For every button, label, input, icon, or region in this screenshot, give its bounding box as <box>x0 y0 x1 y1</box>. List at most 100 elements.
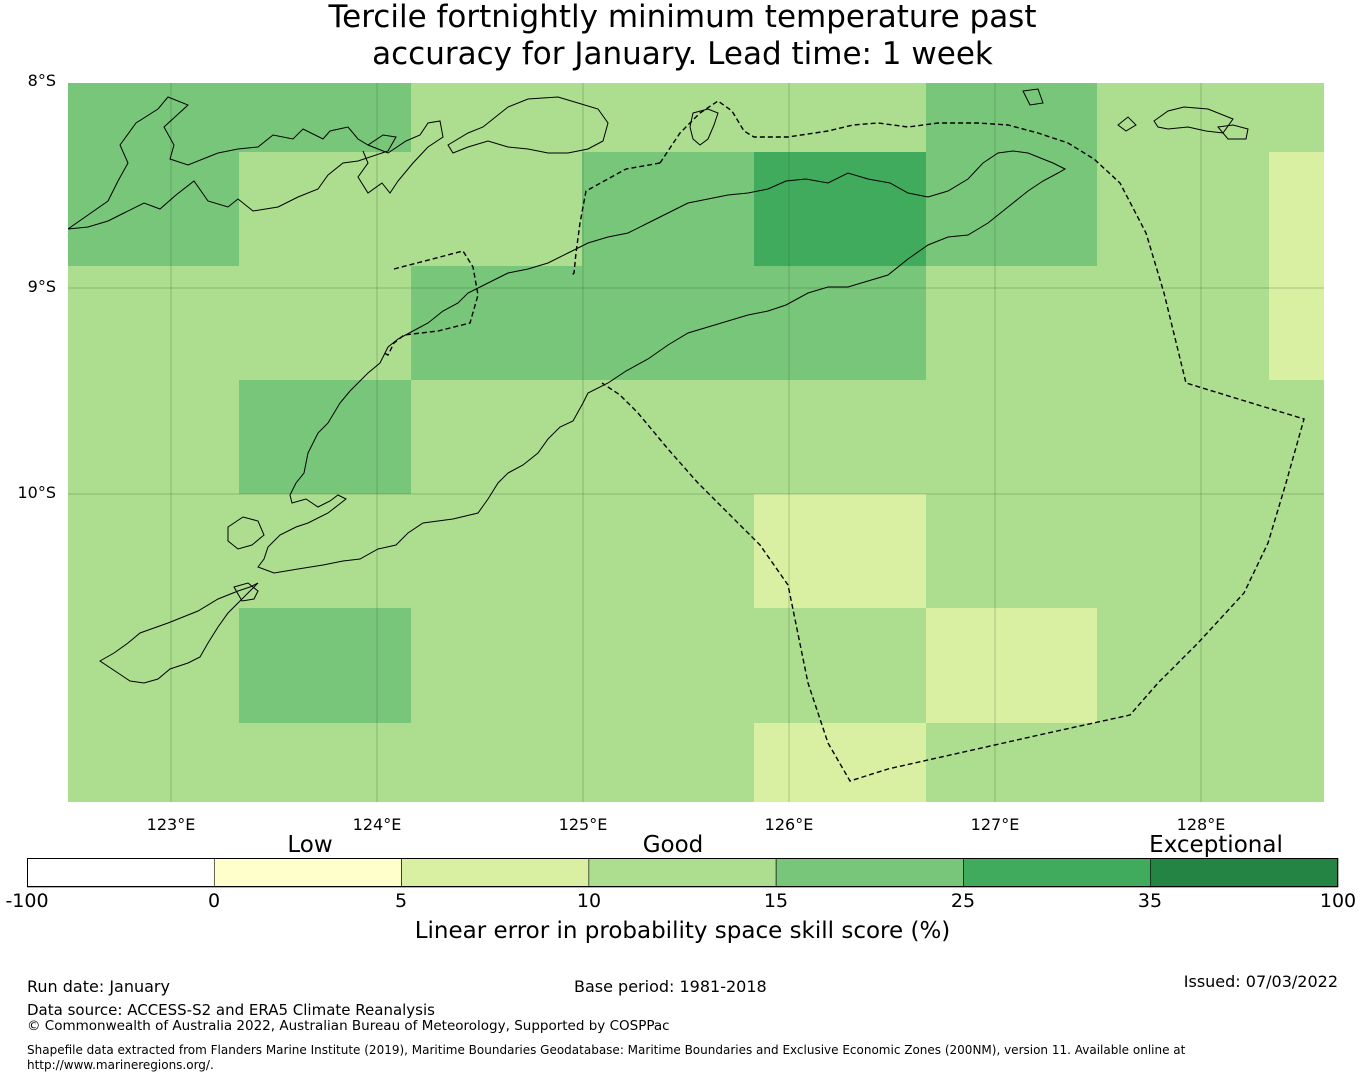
lat-lon-gridlines <box>68 83 1324 802</box>
grid-cell-r3-c6 <box>1097 380 1269 494</box>
lat-label-10s: 10°S <box>17 483 56 502</box>
colorbar-segment-3 <box>588 858 777 888</box>
grid-cell-r3-c3 <box>582 380 754 494</box>
grid-cell-r1-c3 <box>582 152 754 266</box>
tick-15: 15 <box>763 890 789 912</box>
copyright: © Commonwealth of Australia 2022, Austra… <box>27 1018 670 1034</box>
grid-cell-r2-c1 <box>239 266 411 380</box>
colorbar-segments <box>27 858 1339 888</box>
grid-cell-r3-c7 <box>1269 380 1324 494</box>
grid-cell-r4-c7 <box>1269 494 1324 608</box>
grid-cell-r5-c3 <box>582 608 754 723</box>
grid-cell-r0-c7 <box>1269 83 1324 152</box>
grid-cell-r0-c3 <box>582 83 754 152</box>
grid-cell-r5-c6 <box>1097 608 1269 723</box>
grid-cell-r2-c5 <box>926 266 1097 380</box>
grid-cell-r4-c5 <box>926 494 1097 608</box>
coastline-islet-1 <box>1022 88 1044 106</box>
grid-cell-r0-c2 <box>411 83 582 152</box>
grid-cell-r6-c3 <box>582 723 754 802</box>
grid-cell-r5-c5 <box>926 608 1097 723</box>
tick-25: 25 <box>950 890 976 912</box>
colorbar-segment-2 <box>401 858 590 888</box>
colorbar-segment-0 <box>27 858 215 888</box>
lon-label-124e: 124°E <box>352 815 402 834</box>
coastline-timor <box>257 150 1067 574</box>
tick-35: 35 <box>1137 890 1163 912</box>
tick-neg100: -100 <box>5 890 49 912</box>
lat-label-9s: 9°S <box>27 277 56 296</box>
grid-cell-r1-c2 <box>411 152 582 266</box>
lon-label-128e: 128°E <box>1176 815 1226 834</box>
colorbar-segment-4 <box>775 858 964 888</box>
coastline-wetar-islet <box>1217 124 1249 140</box>
grid-cell-r1-c4 <box>754 152 926 266</box>
skill-score-map <box>68 83 1324 802</box>
grid-cell-r1-c0 <box>68 152 239 266</box>
grid-cell-r4-c4 <box>754 494 926 608</box>
colorbar <box>27 858 1339 888</box>
grid-cell-r0-c0 <box>68 83 239 152</box>
grid-cell-r2-c6 <box>1097 266 1269 380</box>
coastline-flores-east <box>357 120 444 194</box>
grid-cell-r0-c6 <box>1097 83 1269 152</box>
coastline-islet-2 <box>1117 116 1137 132</box>
coastlines <box>68 88 1249 684</box>
chart-title-line-1: Tercile fortnightly minimum temperature … <box>328 0 1037 35</box>
shapefile-credit-line-1: Shapefile data extracted from Flanders M… <box>27 1043 1186 1057</box>
tick-10: 10 <box>576 890 602 912</box>
grid-cell-r4-c2 <box>411 494 582 608</box>
coastline-semau <box>227 516 265 550</box>
tick-5: 5 <box>394 890 408 912</box>
grid-cell-r4-c3 <box>582 494 754 608</box>
lon-label-123e: 123°E <box>146 815 196 834</box>
grid-cell-r6-c7 <box>1269 723 1324 802</box>
grid-cell-r6-c4 <box>754 723 926 802</box>
colorbar-label: Linear error in probability space skill … <box>414 918 951 944</box>
lon-label-126e: 126°E <box>764 815 814 834</box>
grid-cell-r5-c4 <box>754 608 926 723</box>
category-good: Good <box>642 832 704 858</box>
coastline-alor <box>447 96 609 154</box>
lon-label-125e: 125°E <box>558 815 608 834</box>
grid-cell-r3-c2 <box>411 380 582 494</box>
grid-cell-r2-c0 <box>68 266 239 380</box>
grid-cell-r3-c1 <box>239 380 411 494</box>
grid-cell-r1-c5 <box>926 152 1097 266</box>
category-low: Low <box>287 832 333 858</box>
coastline-sumba-east <box>99 582 259 684</box>
grid-cell-r1-c7 <box>1269 152 1324 266</box>
data-source: Data source: ACCESS-S2 and ERA5 Climate … <box>27 1001 435 1019</box>
lat-label-8s: 8°S <box>27 71 56 90</box>
grid-cell-r6-c6 <box>1097 723 1269 802</box>
grid-cell-r4-c6 <box>1097 494 1269 608</box>
score-grid <box>68 83 1324 802</box>
tick-0: 0 <box>207 890 221 912</box>
colorbar-segment-6 <box>1150 858 1339 888</box>
grid-cell-r5-c2 <box>411 608 582 723</box>
base-period: Base period: 1981-2018 <box>574 977 767 996</box>
colorbar-segment-5 <box>963 858 1152 888</box>
grid-cell-r5-c1 <box>239 608 411 723</box>
grid-cell-r6-c1 <box>239 723 411 802</box>
grid-cell-r2-c4 <box>754 266 926 380</box>
grid-cell-r3-c4 <box>754 380 926 494</box>
grid-cell-r5-c7 <box>1269 608 1324 723</box>
grid-cell-r3-c5 <box>926 380 1097 494</box>
grid-cell-r4-c0 <box>68 494 239 608</box>
coastline-flores <box>68 96 397 230</box>
run-date: Run date: January <box>27 977 170 996</box>
lon-label-127e: 127°E <box>970 815 1020 834</box>
grid-cell-r5-c0 <box>68 608 239 723</box>
category-exceptional: Exceptional <box>1149 832 1283 858</box>
grid-cell-r6-c5 <box>926 723 1097 802</box>
grid-cell-r4-c1 <box>239 494 411 608</box>
coastline-rote <box>233 582 259 602</box>
issued-date: Issued: 07/03/2022 <box>1183 972 1338 991</box>
colorbar-segment-1 <box>213 858 402 888</box>
grid-cell-r6-c0 <box>68 723 239 802</box>
coastline-atauro <box>689 108 719 146</box>
grid-cell-r2-c2 <box>411 266 582 380</box>
tick-100: 100 <box>1319 890 1357 912</box>
grid-cell-r0-c1 <box>239 83 411 152</box>
